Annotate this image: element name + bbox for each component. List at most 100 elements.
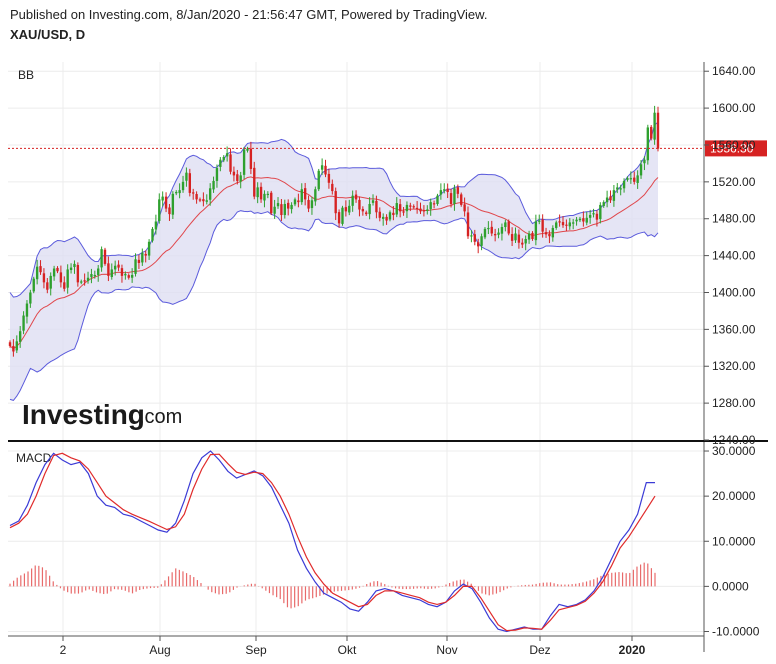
candle-body [473,234,476,242]
x-tick-label: Okt [338,643,357,657]
candle-body [541,219,544,232]
candle-body [633,177,636,182]
candle-body [273,206,276,214]
candle-body [56,267,59,272]
candle-body [63,282,66,289]
candle-body [310,200,314,209]
bollinger-upper-band [9,121,659,298]
y-tick-label: 1560.00 [712,138,756,152]
candle-body [212,180,215,190]
bb-indicator-label: BB [18,68,34,82]
candle-body [626,178,629,180]
y-tick-label: 1520.00 [712,175,756,189]
y-tick-label: 1480.00 [712,212,756,226]
candle-body [385,216,388,221]
candlestick-series [8,105,660,357]
candle-body [49,275,52,289]
candle-body [127,275,130,278]
candle-body [134,259,137,274]
candle-body [592,213,595,215]
candle-body [192,192,195,194]
macd-indicator-label: MACD [16,451,52,465]
candle-body [422,210,426,212]
candle-body [208,188,212,200]
candle-body [314,189,317,202]
candle-body [429,202,432,209]
bollinger-lower-band [9,210,659,401]
candle-body [470,235,473,237]
candle-body [605,197,609,203]
candle-body [619,188,622,190]
symbol-label: XAU/USD, D [10,27,86,42]
candle-body [493,234,497,236]
macd-gridlines [8,450,704,632]
candle-body [164,196,168,209]
candle-body [8,342,12,346]
candle-body [198,199,202,201]
candle-body [161,196,164,201]
candle-body [100,249,103,268]
candle-body [232,171,236,176]
candle-body [270,192,273,214]
candle-body [412,206,415,208]
candle-body [415,207,419,210]
y-tick-label: -10.0000 [712,624,760,638]
candle-body [616,187,619,190]
candle-body [317,170,320,190]
candle-body [388,212,392,220]
last-price-value: 1556.30 [710,141,754,155]
candle-body [229,154,232,172]
publisher-caption: Published on Investing.com, 8/Jan/2020 -… [10,7,488,22]
y-tick-label: 1240.00 [712,433,756,447]
investing-logo: Investing .com [22,399,182,430]
x-tick-label: Nov [436,643,457,657]
y-tick-label: 1600.00 [712,101,756,115]
candle-body [483,228,487,238]
candle-body [103,249,107,264]
candle-body [22,315,25,331]
candle-body [565,224,568,226]
candle-body [158,199,161,221]
candle-body [46,282,49,290]
candle-body [639,164,643,176]
candle-body [538,220,541,222]
candle-body [151,228,154,241]
candle-body [263,193,266,201]
candle-body [521,242,524,245]
candle-body [588,215,592,218]
candle-body [73,263,76,268]
candle-body [365,212,368,215]
candle-body [558,221,561,223]
price-axis-ticks: 1640.00 1600.00 1560.00 1520.00 1480.00 1440.… [704,64,756,447]
candle-body [436,195,439,204]
candle-body [307,199,310,209]
candle-body [636,175,639,183]
candle-body [361,208,365,212]
candle-body [107,263,110,276]
candle-body [466,212,470,237]
candle-body [341,207,344,224]
candle-body [354,194,358,200]
candle-body [120,268,124,276]
candle-body [35,266,39,280]
candle-body [504,222,507,228]
candle-body [578,218,582,221]
candle-body [656,112,660,149]
candle-body [297,200,300,203]
candle-body [331,183,334,192]
candle-body [86,277,90,282]
y-tick-label: 1440.00 [712,249,756,263]
candle-body [487,227,490,230]
candle-body [188,173,191,193]
y-tick-label: 1400.00 [712,285,756,299]
candle-body [629,178,633,180]
candle-body [178,190,181,194]
candle-body [453,188,456,204]
candle-body [378,211,381,218]
candle-body [351,195,354,206]
candle-body [69,267,73,270]
candle-body [66,269,69,288]
candle-body [643,159,646,164]
candle-body [392,212,395,216]
